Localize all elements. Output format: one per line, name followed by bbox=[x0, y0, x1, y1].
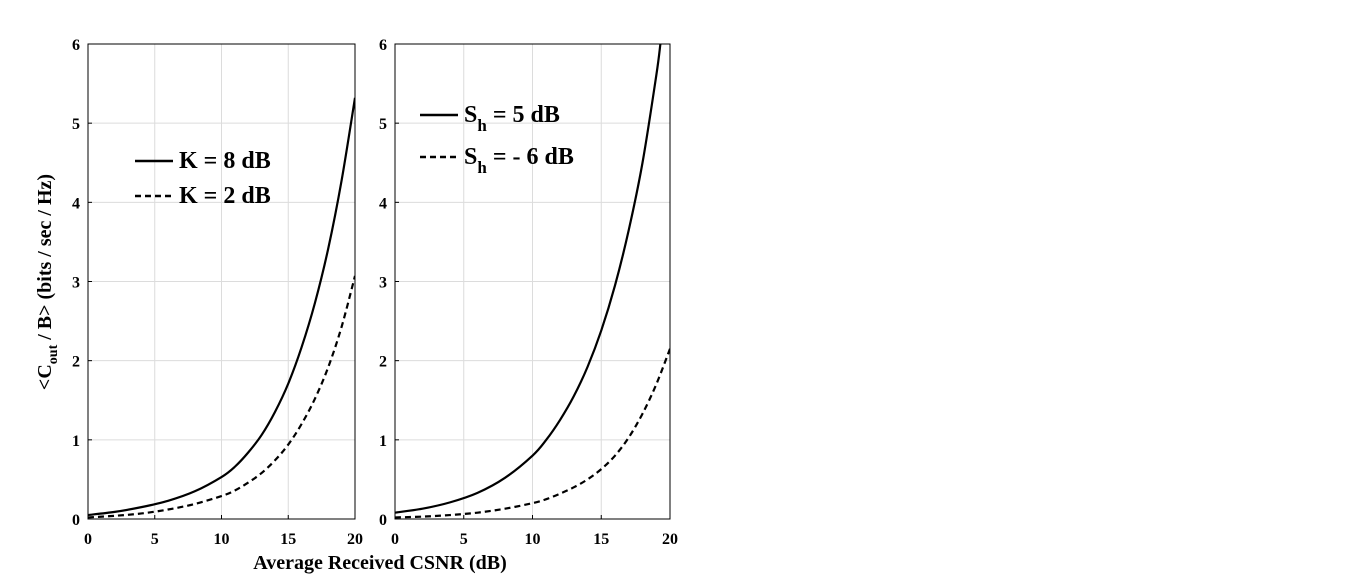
right-x-tick-label: 0 bbox=[391, 531, 399, 548]
x-axis-label: Average Received CSNR (dB) bbox=[253, 552, 506, 574]
right-y-tick-label: 6 bbox=[379, 37, 387, 54]
left-y-tick-label: 6 bbox=[72, 37, 80, 54]
right-y-ticks: 0 1 2 3 4 5 6 bbox=[379, 37, 399, 529]
left-x-tick-label: 5 bbox=[151, 531, 159, 548]
legend-label-subscript: h bbox=[477, 158, 487, 177]
right-y-tick-label: 2 bbox=[379, 354, 387, 371]
left-y-tick-label: 2 bbox=[72, 354, 80, 371]
right-y-tick-label: 5 bbox=[379, 116, 387, 133]
left-x-ticks: 0 5 10 15 20 bbox=[84, 515, 363, 548]
left-y-tick-label: 3 bbox=[72, 275, 80, 292]
left-series-line-solid bbox=[88, 97, 355, 517]
right-legend-entry: Sh = 5 dB bbox=[464, 102, 560, 135]
right-series bbox=[395, 44, 670, 519]
y-axis-label-subscript: out bbox=[46, 344, 61, 364]
right-y-tick-label: 3 bbox=[379, 275, 387, 292]
right-y-tick-label: 0 bbox=[379, 512, 387, 529]
right-series-line-dashed bbox=[395, 348, 670, 519]
left-legend: K = 8 dB K = 2 dB bbox=[135, 148, 271, 209]
right-x-tick-label: 15 bbox=[593, 531, 609, 548]
left-legend-entry: K = 2 dB bbox=[179, 183, 271, 209]
right-y-tick-label: 4 bbox=[379, 195, 387, 212]
left-x-tick-label: 15 bbox=[280, 531, 296, 548]
right-x-tick-label: 5 bbox=[460, 531, 468, 548]
left-legend-entry: K = 8 dB bbox=[179, 148, 271, 174]
left-x-tick-label: 10 bbox=[214, 531, 230, 548]
legend-label-rest: = - 6 dB bbox=[487, 144, 574, 170]
left-y-tick-label: 5 bbox=[72, 116, 80, 133]
right-x-ticks: 0 5 10 15 20 bbox=[391, 515, 678, 548]
left-x-tick-label: 0 bbox=[84, 531, 92, 548]
right-x-tick-label: 10 bbox=[525, 531, 541, 548]
legend-label-rest: = 5 dB bbox=[487, 102, 560, 128]
left-y-tick-label: 4 bbox=[72, 195, 80, 212]
legend-label-main: S bbox=[464, 144, 477, 170]
left-series bbox=[88, 97, 355, 519]
left-grid bbox=[87, 43, 356, 520]
left-plot-panel: 0 5 10 15 20 0 1 2 3 4 5 6 K = 8 dB K = 2 dB bbox=[72, 37, 363, 548]
right-series-line-solid bbox=[395, 44, 662, 514]
left-series-line-dashed bbox=[88, 275, 355, 519]
legend-label-main: S bbox=[464, 102, 477, 128]
right-x-tick-label: 20 bbox=[662, 531, 678, 548]
y-axis-label-prefix: <C bbox=[34, 364, 56, 390]
left-y-tick-label: 0 bbox=[72, 512, 80, 529]
right-y-tick-label: 1 bbox=[379, 433, 387, 450]
right-legend-entry: Sh = - 6 dB bbox=[464, 144, 574, 177]
y-axis-label: <Cout / B> (bits / sec / Hz) bbox=[34, 174, 61, 390]
legend-label-main: K = 2 dB bbox=[179, 183, 271, 209]
legend-label-subscript: h bbox=[477, 116, 487, 135]
legend-label-main: K = 8 dB bbox=[179, 148, 271, 174]
left-y-ticks: 0 1 2 3 4 5 6 bbox=[72, 37, 92, 529]
y-axis-label-suffix: / B> (bits / sec / Hz) bbox=[34, 174, 56, 345]
left-y-tick-label: 1 bbox=[72, 433, 80, 450]
left-x-tick-label: 20 bbox=[347, 531, 363, 548]
